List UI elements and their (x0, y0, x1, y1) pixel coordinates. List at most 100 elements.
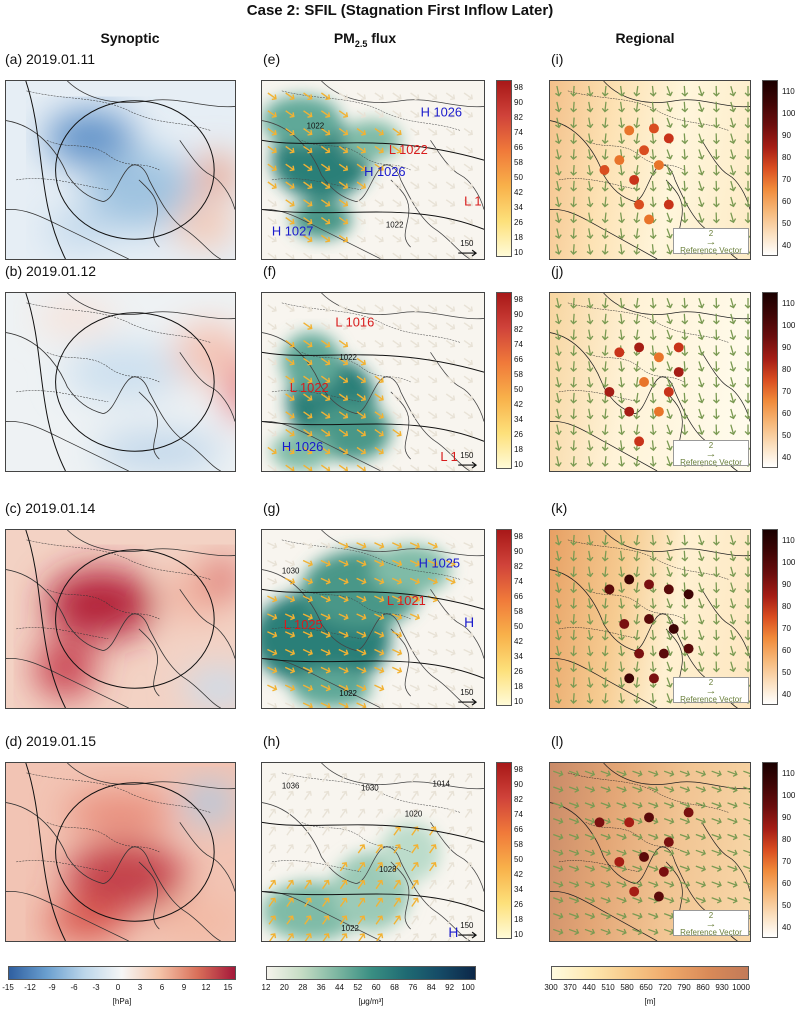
station-marker (629, 886, 640, 897)
synoptic-colorbar (8, 966, 236, 980)
colorbar-tick: 70 (782, 624, 791, 633)
reference-arrow-icon: → (705, 685, 717, 697)
station-marker (663, 584, 674, 595)
isobar-label: L 1025 (284, 617, 323, 632)
colorbar-tick: 50 (514, 622, 523, 631)
station-marker (614, 856, 625, 867)
flux-colorbar (266, 966, 476, 980)
column-header-regional: Regional (615, 30, 675, 46)
colorbar-tick: 66 (514, 825, 523, 834)
panel-label-flux: (h) (263, 733, 281, 749)
colorbar-tick: 60 (371, 983, 381, 992)
colorbar-tick: 90 (782, 813, 791, 822)
colorbar-tick: 34 (514, 652, 523, 661)
colorbar-tick: -3 (92, 983, 100, 992)
flux-vertical-colorbar (496, 292, 512, 469)
isobar-label: L 1016 (335, 315, 374, 330)
colorbar-tick: 26 (514, 900, 523, 909)
flux-reference-value: 150 (460, 921, 474, 930)
isobar-label: H (464, 614, 474, 630)
colorbar-tick: 66 (514, 143, 523, 152)
regional-vertical-colorbar (762, 529, 778, 705)
regional-colorbar (551, 966, 749, 980)
colorbar-tick: 70 (782, 857, 791, 866)
panel-label-flux: (f) (263, 263, 277, 279)
colorbar-tick: 82 (514, 325, 523, 334)
synoptic-map (5, 80, 236, 260)
station-marker (683, 807, 694, 818)
station-marker (649, 673, 659, 684)
colorbar-tick: 90 (782, 131, 791, 140)
station-marker (668, 623, 679, 634)
isobar-label: 1030 (282, 567, 300, 576)
panel-label-synoptic: (b) 2019.01.12 (5, 263, 97, 279)
colorbar-tick: 510 (601, 983, 615, 992)
colorbar-tick: -6 (70, 983, 78, 992)
station-marker (653, 891, 664, 902)
flux-reference-value: 150 (460, 688, 474, 697)
panel-label-flux: (g) (263, 500, 281, 516)
colorbar-tick: 58 (514, 607, 523, 616)
station-marker (634, 342, 645, 353)
colorbar-tick: 15 (223, 983, 233, 992)
station-marker (644, 812, 654, 823)
colorbar-tick: 580 (620, 983, 634, 992)
colorbar-tick: 70 (782, 175, 791, 184)
colorbar-tick: 52 (353, 983, 363, 992)
colorbar-tick: 18 (514, 233, 523, 242)
station-marker (673, 367, 684, 378)
synoptic-colorbar-unit: [hPa] (112, 997, 132, 1006)
regional-vertical-colorbar-ticks: 110 100 90 80 70 60 50 40 (782, 80, 798, 256)
reference-arrow-icon: → (705, 448, 717, 460)
station-marker (604, 386, 615, 397)
colorbar-tick: 76 (408, 983, 418, 992)
colorbar-tick: 90 (782, 580, 791, 589)
colorbar-tick: 74 (514, 577, 523, 586)
colorbar-tick: 82 (514, 562, 523, 571)
column-header-synoptic: Synoptic (100, 30, 160, 46)
colorbar-tick: 28 (298, 983, 308, 992)
station-marker (653, 352, 664, 363)
column-header-flux: PM2.5 flux (333, 30, 397, 49)
station-marker (639, 852, 650, 862)
isobar-label: 1022 (339, 689, 357, 698)
colorbar-tick: 9 (181, 983, 187, 992)
colorbar-tick: 60 (782, 197, 791, 206)
colorbar-tick: 10 (514, 460, 523, 469)
colorbar-tick: 50 (514, 173, 523, 182)
station-marker (639, 377, 650, 387)
colorbar-tick: 12 (201, 983, 211, 992)
flux-reference-value: 150 (460, 239, 474, 248)
colorbar-tick: 42 (514, 870, 523, 879)
colorbar-tick: 44 (335, 983, 344, 992)
station-marker (663, 199, 674, 210)
colorbar-tick: 66 (514, 592, 523, 601)
reference-vector-value: 2 (708, 678, 714, 687)
isobar-label: 1028 (379, 865, 397, 874)
station-marker (663, 133, 674, 144)
colorbar-tick: 50 (782, 219, 791, 228)
reference-vector-box: 2 → Reference Vector (673, 677, 749, 704)
reference-vector-label: Reference Vector (680, 246, 742, 255)
colorbar-tick: 34 (514, 203, 523, 212)
station-marker (599, 165, 610, 175)
panel-label-flux: (e) (263, 51, 281, 67)
station-marker (658, 866, 669, 877)
station-marker (634, 648, 645, 659)
flux-vertical-colorbar-ticks: 98 90 82 74 66 58 50 42 34 26 18 10 (514, 292, 540, 469)
reference-vector-label: Reference Vector (680, 928, 742, 937)
colorbar-tick: 60 (782, 646, 791, 655)
colorbar-tick: 1000 (732, 983, 750, 992)
colorbar-tick: 650 (639, 983, 653, 992)
station-marker (604, 584, 615, 595)
panel-label-synoptic: (d) 2019.01.15 (5, 733, 97, 749)
flux-vertical-colorbar-ticks: 98 90 82 74 66 58 50 42 34 26 18 10 (514, 529, 540, 706)
colorbar-tick: 50 (514, 855, 523, 864)
isobar-label: 1036 (282, 782, 300, 791)
station-marker (644, 579, 654, 590)
colorbar-tick: 20 (279, 983, 289, 992)
panel-label-regional: (i) (551, 51, 564, 67)
colorbar-tick: 58 (514, 840, 523, 849)
station-marker (644, 214, 654, 225)
colorbar-tick: 92 (445, 983, 455, 992)
